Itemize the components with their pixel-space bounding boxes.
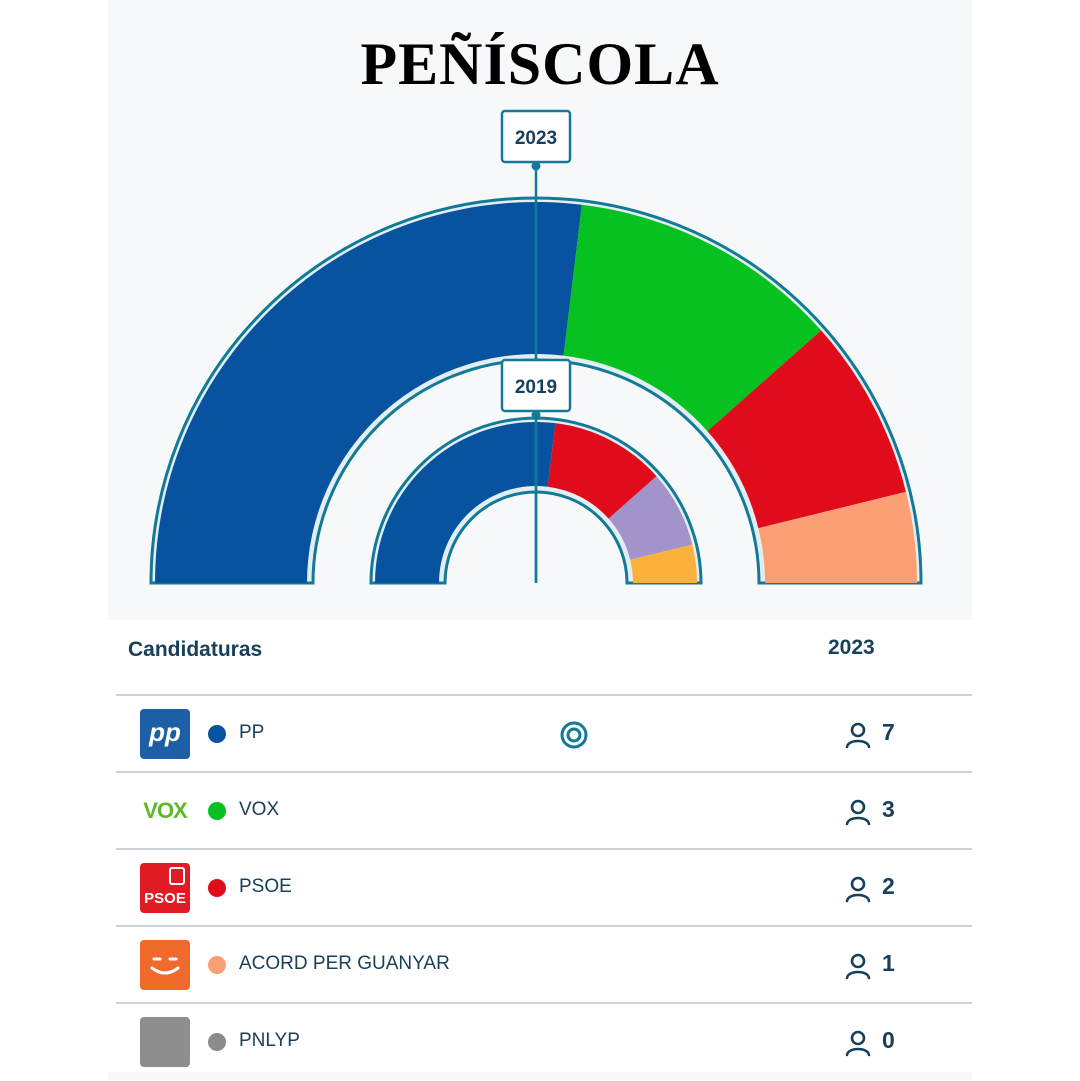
person-icon: [845, 953, 871, 980]
table-row-acord[interactable]: ACORD PER GUANYAR 1: [116, 925, 972, 1004]
seat-segment-2023-vox[interactable]: [563, 204, 822, 432]
party-name: PP: [239, 722, 265, 743]
pnlyp-logo: [140, 1017, 190, 1067]
year-label-2023: 2023: [515, 128, 557, 149]
seat-segment-2019-orange[interactable]: [630, 544, 697, 583]
acord-logo: [140, 940, 190, 990]
vox-logo: VOX: [140, 786, 190, 836]
majority-icon: [560, 721, 588, 749]
person-icon: [845, 722, 871, 749]
hemicycle-chart: 2023 2019: [149, 109, 923, 585]
seat-segment-2023-pp[interactable]: [155, 202, 582, 583]
results-table: Candidaturas 2023 pp PP 7 VOX VOX 3: [108, 620, 972, 1072]
vox-logo-text: VOX: [143, 798, 187, 823]
pp-logo-text: pp: [149, 717, 181, 747]
rose-icon: [169, 867, 185, 885]
party-name: PNLYP: [239, 1030, 300, 1051]
year-label-2019: 2019: [515, 377, 557, 398]
header-candidaturas: Candidaturas: [128, 638, 263, 661]
table-row-pnlyp[interactable]: PNLYP 0: [116, 1002, 972, 1081]
table-row-psoe[interactable]: PSOE PSOE 2: [116, 848, 972, 927]
seat-count: 3: [882, 796, 895, 822]
person-icon: [845, 1030, 871, 1057]
table-row-vox[interactable]: VOX VOX 3: [116, 771, 972, 850]
seat-segment-2019-lilac[interactable]: [608, 476, 693, 560]
header-year: 2023: [828, 636, 875, 659]
person-icon: [845, 876, 871, 903]
seat-count: 1: [882, 950, 895, 976]
seat-count: 7: [882, 719, 895, 745]
pp-color-dot: [208, 725, 226, 743]
psoe-logo-text: PSOE: [144, 890, 186, 907]
party-name: VOX: [239, 799, 280, 820]
person-icon: [845, 799, 871, 826]
vox-color-dot: [208, 802, 226, 820]
seat-segment-2023-acord-per-guanyar[interactable]: [758, 491, 917, 583]
seat-segment-2023-psoe[interactable]: [707, 330, 906, 529]
year-pointer-dot: [531, 161, 541, 171]
pp-logo: pp: [140, 709, 190, 759]
seat-count: 0: [882, 1027, 895, 1053]
psoe-logo: PSOE: [140, 863, 190, 913]
acord-color-dot: [208, 956, 226, 974]
seat-segment-2019-psoe[interactable]: [547, 423, 657, 519]
year-pointer-dot: [531, 410, 541, 420]
seat-count: 2: [882, 873, 895, 899]
party-name: ACORD PER GUANYAR: [239, 953, 450, 974]
page-title: PEÑÍSCOLA: [360, 31, 720, 97]
pnlyp-color-dot: [208, 1033, 226, 1051]
psoe-color-dot: [208, 879, 226, 897]
year-label-box-2023[interactable]: [500, 109, 572, 164]
table-row-pp[interactable]: pp PP 7: [116, 694, 972, 773]
party-name: PSOE: [239, 876, 292, 897]
seat-segment-2019-pp[interactable]: [375, 422, 556, 583]
year-label-box-2019[interactable]: [500, 358, 572, 413]
smile-icon: [150, 957, 180, 975]
